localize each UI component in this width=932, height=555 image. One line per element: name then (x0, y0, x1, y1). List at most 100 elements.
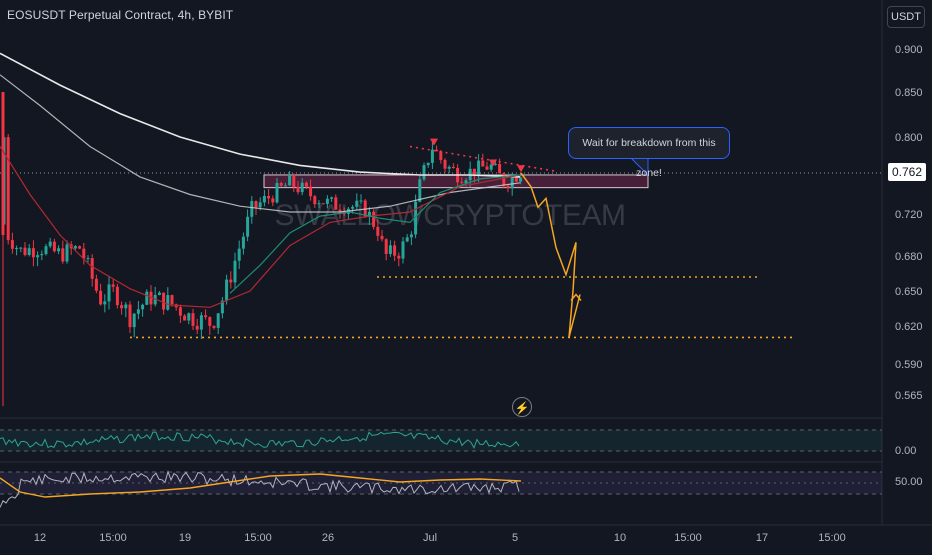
candle-body (418, 179, 422, 202)
candle-body (334, 197, 338, 210)
moving-average-line (0, 52, 521, 178)
candle-body (493, 163, 497, 165)
candle-body (246, 216, 250, 237)
moving-average-line (0, 74, 521, 213)
candle-body (208, 317, 212, 326)
x-tick-label: 15:00 (244, 532, 272, 544)
candle-body (44, 246, 48, 255)
candle-body (472, 168, 476, 177)
candle-body (6, 137, 10, 241)
sell-marker-icon (430, 138, 438, 146)
x-tick-label: 5 (512, 532, 518, 544)
candle-body (384, 239, 388, 254)
candle-body (229, 279, 233, 283)
candle-body (132, 313, 136, 328)
candle-body (443, 159, 447, 169)
candle-body (397, 255, 401, 259)
candle-body (451, 166, 455, 168)
candle-body (309, 186, 313, 197)
currency-button[interactable]: USDT (887, 6, 925, 28)
candle-body (426, 162, 430, 166)
candle-body (519, 177, 523, 182)
y-tick-label: 0.900 (895, 44, 923, 56)
candle-body (149, 291, 153, 305)
candle-body (405, 237, 409, 242)
candle-body (141, 304, 145, 310)
y-tick-label: 0.590 (895, 359, 923, 371)
watermark-text: SWALLOWCRYPTOTEAM (274, 199, 625, 232)
candle-body (380, 235, 384, 240)
candle-body (233, 260, 237, 283)
candle-body (292, 174, 296, 187)
x-tick-label: 19 (179, 532, 191, 544)
chart-title: EOSUSDT Perpetual Contract, 4h, BYBIT (7, 8, 234, 22)
y-tick-label: 0.720 (895, 209, 923, 221)
lightning-icon[interactable]: ⚡ (512, 397, 532, 417)
x-tick-label: 15:00 (674, 532, 702, 544)
sell-marker-icon (517, 165, 525, 173)
candle-body (502, 173, 506, 186)
candle-body (191, 313, 195, 326)
candles (1, 92, 523, 407)
candle-body (178, 307, 182, 316)
candle-body (430, 149, 434, 163)
candle-body (36, 255, 40, 258)
candle-body (111, 284, 115, 287)
candle-body (359, 200, 363, 202)
x-tick-label: 26 (322, 532, 334, 544)
candle-body (212, 325, 216, 328)
candle-body (220, 300, 224, 314)
last-price-tag: 0.762 (888, 163, 926, 181)
candle-body (31, 248, 35, 258)
candle-body (145, 291, 149, 305)
candle-body (409, 234, 413, 238)
x-tick-label: 15:00 (818, 532, 846, 544)
candle-body (414, 201, 418, 235)
moving-average-line (229, 174, 521, 294)
candle-body (128, 304, 132, 328)
candle-body (313, 196, 317, 205)
x-tick-label: 17 (756, 532, 768, 544)
candle-body (401, 241, 405, 259)
candle-body (90, 258, 94, 279)
y-tick-label: 0.800 (895, 132, 923, 144)
moving-average-line (0, 146, 521, 308)
candle-body (94, 278, 98, 291)
candle-body (300, 182, 304, 193)
candle-body (498, 163, 502, 174)
candle-body (52, 241, 56, 252)
candle-body (15, 247, 19, 249)
candle-body (321, 203, 325, 205)
arrow-up-icon (570, 293, 582, 301)
candle-body (439, 151, 443, 160)
candle-body (388, 245, 392, 254)
projection-path (520, 172, 581, 338)
candle-body (57, 248, 61, 252)
y-tick-label: 0.00 (895, 445, 916, 457)
candle-body (183, 315, 187, 321)
candle-body (27, 248, 31, 255)
x-tick-label: 12 (34, 532, 46, 544)
y-tick-label: 50.00 (895, 476, 923, 488)
sell-marker-icon (489, 159, 497, 167)
y-tick-label: 0.565 (895, 390, 923, 402)
candle-body (355, 200, 359, 207)
candle-body (10, 240, 14, 249)
candle-body (267, 195, 271, 199)
candle-body (376, 226, 380, 236)
candle-body (351, 206, 355, 209)
candle-body (250, 201, 254, 217)
candle-body (481, 160, 485, 167)
candle-body (258, 202, 262, 208)
callout-note[interactable]: Wait for breakdown from this zone! (568, 127, 730, 179)
candle-body (489, 164, 493, 170)
candle-body (19, 247, 23, 249)
y-tick-label: 0.680 (895, 251, 923, 263)
candle-body (237, 248, 241, 261)
candle-body (162, 292, 166, 310)
candle-body (157, 292, 161, 295)
candle-body (435, 149, 439, 152)
candle-body (464, 180, 468, 184)
